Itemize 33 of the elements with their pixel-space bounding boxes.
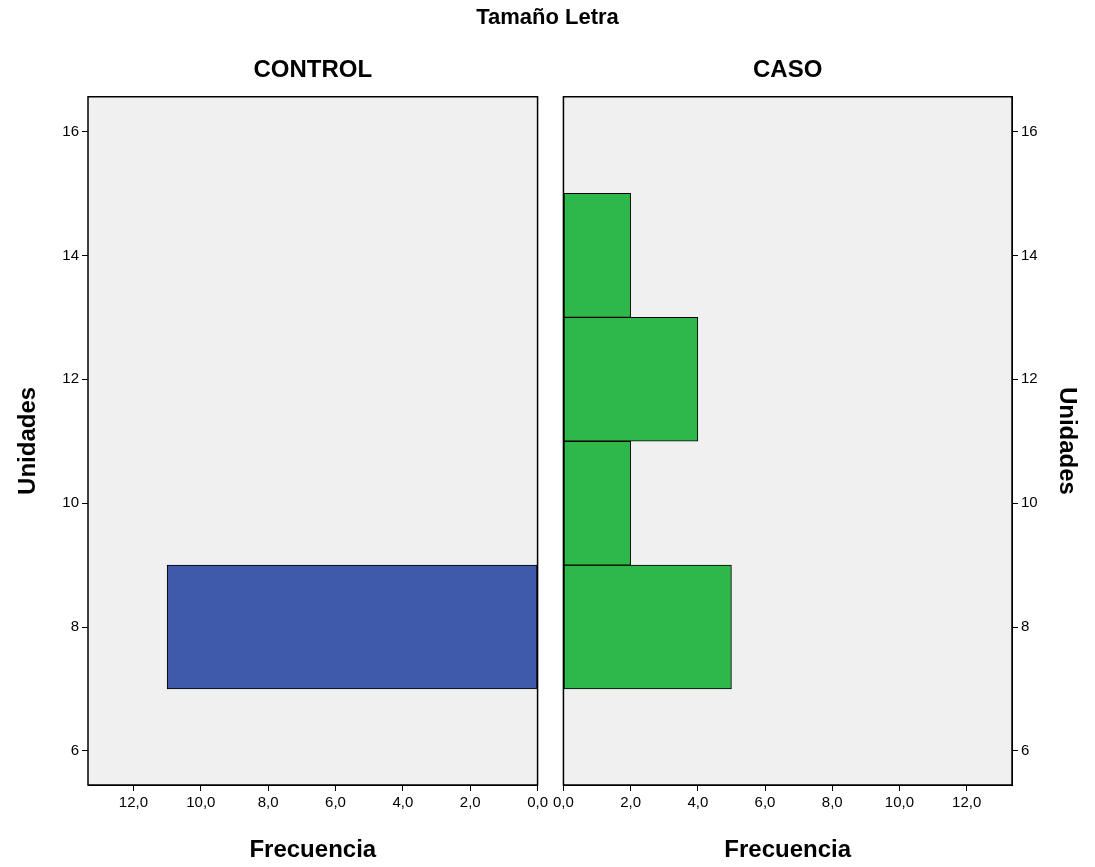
y-axis-title: Unidades [1054,386,1082,495]
x-tick-label: 12,0 [118,793,149,811]
y-tick-label: 16 [1021,121,1038,139]
y-tick-label: 14 [1021,245,1038,263]
y-tick-label: 16 [62,121,79,139]
x-tick-label: 0,0 [527,793,548,811]
y-tick-label: 8 [1021,617,1030,635]
y-tick-label: 8 [70,617,79,635]
y-tick-label: 14 [62,245,79,263]
x-tick-label: 8,0 [821,793,843,811]
y-tick-label: 10 [62,493,79,511]
x-tick-label: 2,0 [459,793,481,811]
chart-subtitle: CASO [753,55,823,83]
x-tick-label: 4,0 [687,793,709,811]
x-axis-title: Frecuencia [249,835,377,863]
x-tick-label: 8,0 [257,793,279,811]
x-tick-label: 10,0 [186,793,216,811]
y-tick-label: 12 [62,369,79,387]
x-tick-label: 4,0 [392,793,414,811]
y-tick-label: 10 [1021,493,1038,511]
y-tick-label: 6 [1021,741,1030,759]
x-tick-label: 6,0 [325,793,346,811]
y-axis-title: Unidades [13,386,41,495]
x-tick-label: 12,0 [952,793,982,811]
y-tick-label: 6 [70,741,79,759]
x-axis-title: Frecuencia [724,835,852,863]
x-tick-label: 10,0 [884,793,915,811]
x-tick-label: 0,0 [553,793,574,811]
y-tick-label: 12 [1021,369,1038,387]
x-tick-label: 2,0 [620,793,642,811]
x-tick-label: 6,0 [754,793,776,811]
chart-subtitle: CONTROL [253,55,373,83]
chart-title: Tamaño Letra [475,4,620,30]
